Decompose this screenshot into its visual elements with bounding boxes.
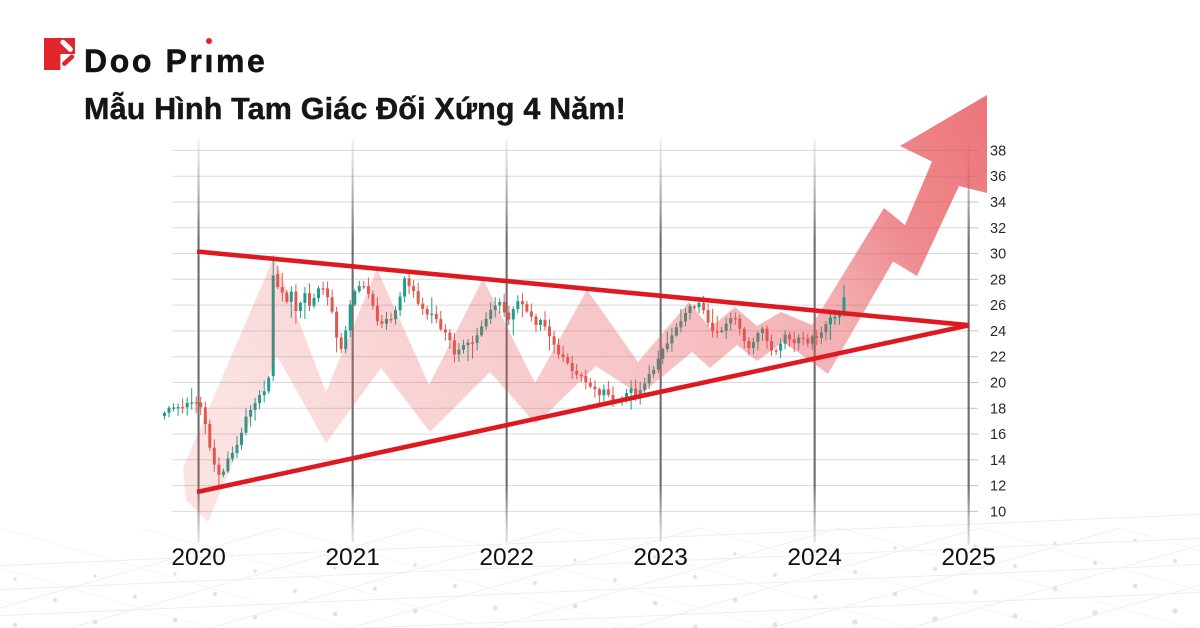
svg-text:14: 14 (990, 453, 1006, 469)
svg-text:12: 12 (990, 479, 1006, 495)
svg-text:22: 22 (990, 350, 1006, 366)
svg-text:2021: 2021 (325, 544, 380, 571)
svg-text:20: 20 (990, 376, 1006, 392)
svg-text:18: 18 (990, 401, 1006, 417)
svg-text:32: 32 (990, 221, 1006, 237)
svg-text:30: 30 (990, 247, 1006, 263)
svg-text:2023: 2023 (633, 544, 688, 571)
svg-text:10: 10 (990, 504, 1006, 520)
svg-text:2024: 2024 (787, 544, 842, 571)
svg-text:2025: 2025 (941, 544, 996, 571)
svg-text:2020: 2020 (171, 544, 226, 571)
svg-text:38: 38 (990, 143, 1006, 159)
svg-text:24: 24 (990, 324, 1006, 340)
svg-text:2022: 2022 (479, 544, 534, 571)
svg-text:36: 36 (990, 169, 1006, 185)
svg-text:28: 28 (990, 272, 1006, 288)
svg-text:26: 26 (990, 298, 1006, 314)
svg-text:16: 16 (990, 427, 1006, 443)
svg-text:34: 34 (990, 195, 1006, 211)
